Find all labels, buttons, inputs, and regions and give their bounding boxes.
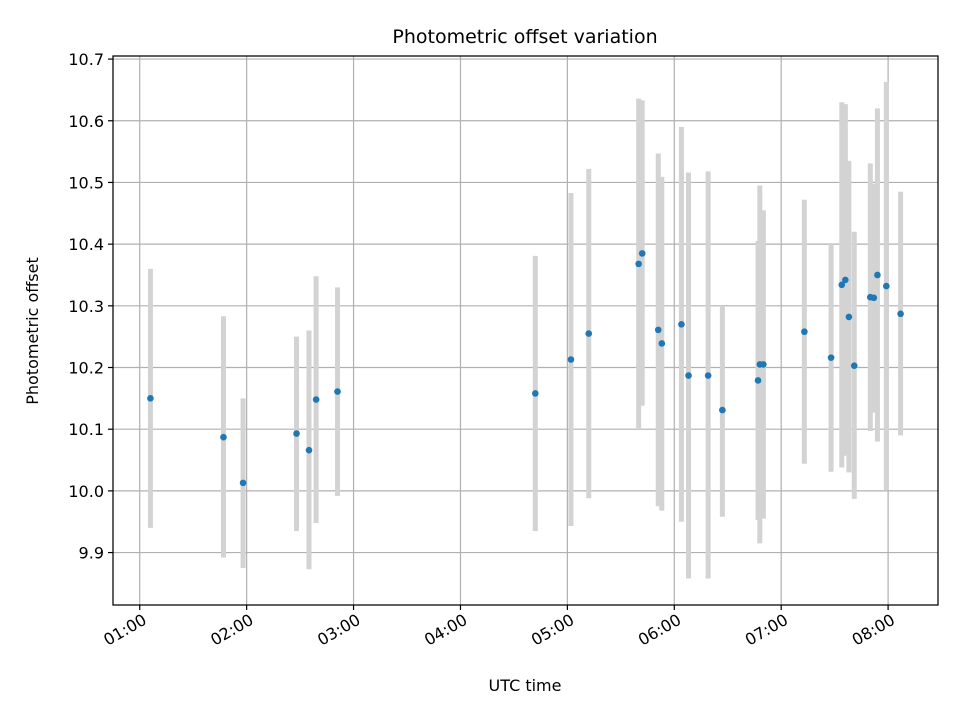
data-point	[293, 430, 300, 437]
chart-title: Photometric offset variation	[392, 26, 657, 48]
data-point	[897, 310, 904, 318]
data-point	[147, 395, 154, 402]
data-point	[827, 354, 835, 361]
data-point	[312, 396, 320, 403]
data-point	[801, 328, 808, 336]
data-point	[305, 446, 313, 454]
data-point	[845, 313, 853, 321]
y-tick-label: 10.1	[68, 420, 104, 439]
data-point	[850, 362, 858, 369]
data-point	[760, 361, 767, 368]
data-point	[532, 390, 539, 397]
plot-frame	[112, 55, 939, 606]
data-point	[638, 250, 646, 257]
data-point	[678, 321, 685, 328]
y-tick-label: 9.9	[79, 544, 104, 563]
y-tick-label: 10.5	[68, 173, 104, 192]
data-point	[883, 282, 890, 290]
data-point	[654, 326, 662, 334]
x-axis-label: UTC time	[489, 676, 562, 695]
y-tick-label: 10.3	[68, 297, 104, 316]
data-point	[220, 433, 227, 441]
data-point	[842, 276, 849, 284]
data-point	[754, 377, 762, 384]
data-point	[685, 372, 692, 379]
data-point	[567, 356, 575, 363]
data-point	[585, 330, 593, 337]
data-point	[635, 260, 642, 268]
data-point	[658, 340, 666, 347]
data-point	[874, 271, 881, 279]
y-tick-label: 10.6	[68, 112, 104, 131]
y-tick-label: 10.2	[68, 359, 104, 378]
data-point	[838, 281, 846, 289]
data-point	[719, 406, 726, 414]
data-point	[239, 479, 247, 487]
y-axis-ticks: 9.9 10.0 10.1 10.2 10.3 10.4 10.5 10.6 10.7	[68, 50, 113, 563]
y-tick-label: 10.7	[68, 50, 104, 69]
y-tick-label: 10.0	[68, 482, 104, 501]
data-point	[704, 372, 712, 379]
data-point	[870, 294, 878, 302]
grid	[113, 56, 938, 605]
data-points	[147, 250, 904, 487]
y-tick-label: 10.4	[68, 235, 104, 254]
data-point	[334, 388, 341, 395]
y-axis-label: Photometric offset	[23, 257, 42, 405]
